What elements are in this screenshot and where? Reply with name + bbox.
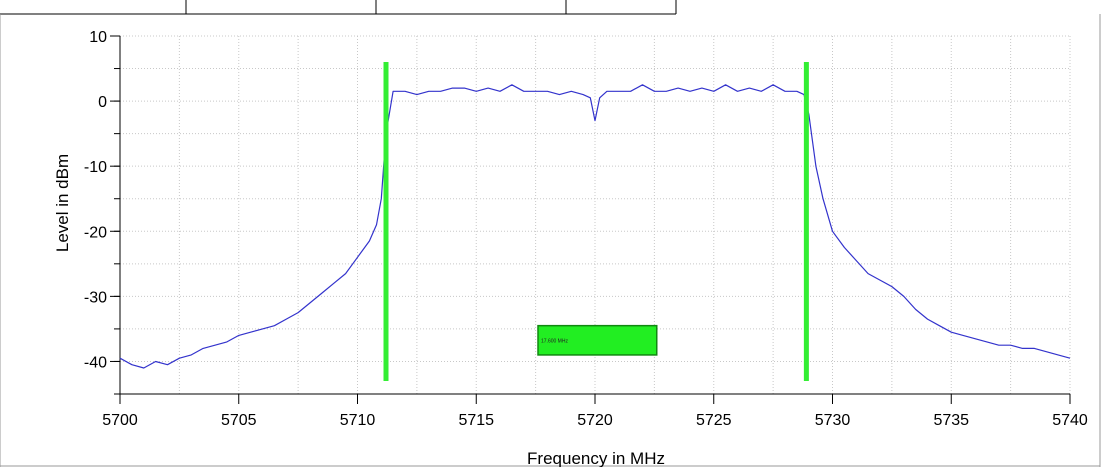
header-strip [0,0,677,15]
y-tick-label: 0 [98,94,107,111]
ticks: 5700 5705 5710 5715 5720 5725 5730 5735 5740 10 0 -… [84,29,1088,429]
x-tick-label: 5720 [577,412,613,429]
y-axis-label: Level in dBm [53,154,72,252]
annotation: 17.600 MHz [537,324,658,356]
x-tick-label: 5700 [102,412,138,429]
x-tick-label: 5715 [458,412,494,429]
x-tick-label: 5705 [221,412,257,429]
y-tick-label: 10 [89,29,107,46]
x-tick-label: 5710 [340,412,376,429]
bandwidth-box [537,324,658,356]
x-tick-label: 5735 [933,412,969,429]
x-tick-label: 5725 [696,412,732,429]
x-tick-label: 5740 [1052,412,1088,429]
x-axis-label: Frequency in MHz [527,449,665,467]
bandwidth-label: 17.600 MHz [541,338,568,344]
y-tick-label: -20 [84,224,107,241]
series [119,84,1071,369]
series-line [119,84,1071,369]
y-tick-label: -40 [84,354,107,371]
x-tick-label: 5730 [815,412,851,429]
markers [383,62,809,381]
y-tick-label: -30 [84,289,107,306]
y-tick-label: -10 [84,159,107,176]
chart-border [0,14,1101,467]
